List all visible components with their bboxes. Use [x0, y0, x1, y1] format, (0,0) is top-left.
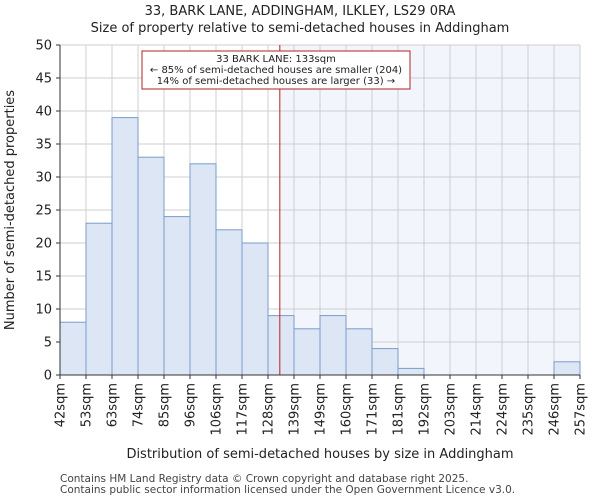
chart-subtitle: Size of property relative to semi-detach…: [90, 21, 510, 36]
x-tick-label: 85sqm: [158, 383, 173, 427]
histogram-bar: [553, 361, 581, 376]
y-tick-label: 10: [35, 303, 52, 318]
x-tick-label: 106sqm: [210, 383, 225, 436]
annotation-text-2: ← 85% of semi-detached houses are smalle…: [150, 65, 402, 76]
x-tick-label: 117sqm: [236, 383, 251, 436]
footer-copyright: Contains HM Land Registry data © Crown c…: [60, 473, 469, 485]
x-tick-label: 171sqm: [366, 383, 381, 436]
x-tick-label: 74sqm: [132, 383, 147, 427]
chart-title: 33, BARK LANE, ADDINGHAM, ILKLEY, LS29 0…: [144, 4, 456, 19]
x-tick-label: 139sqm: [288, 383, 303, 436]
x-axis-title: Distribution of semi-detached houses by …: [126, 447, 513, 462]
y-tick-label: 30: [35, 171, 52, 186]
x-tick-label: 203sqm: [444, 383, 459, 436]
x-tick-label: 149sqm: [314, 383, 329, 436]
y-tick-label: 25: [35, 204, 52, 219]
histogram-bar: [293, 328, 321, 376]
x-tick-label: 257sqm: [574, 383, 589, 436]
footer-licence: Contains public sector information licen…: [60, 484, 516, 496]
x-tick-label: 96sqm: [184, 383, 199, 427]
y-axis-title: Number of semi-detached properties: [3, 90, 18, 330]
y-tick-label: 0: [44, 369, 52, 384]
histogram-bar: [345, 328, 373, 376]
histogram-bar: [241, 242, 269, 376]
histogram-bar: [85, 222, 113, 376]
histogram-bar: [111, 117, 139, 376]
x-tick-label: 192sqm: [418, 383, 433, 436]
x-tick-label: 128sqm: [262, 383, 277, 436]
x-tick-label: 235sqm: [522, 383, 537, 436]
histogram-bar: [267, 315, 295, 376]
x-tick-label: 53sqm: [80, 383, 95, 427]
histogram-bar: [319, 315, 347, 376]
histogram-bar: [397, 367, 425, 376]
histogram-bar: [371, 348, 399, 376]
annotation-box: [141, 50, 411, 90]
x-tick-label: 224sqm: [496, 383, 511, 436]
y-tick-label: 50: [35, 39, 52, 54]
annotation-text-1: 33 BARK LANE: 133sqm: [216, 54, 336, 65]
x-tick-label: 214sqm: [470, 383, 485, 436]
histogram-bar: [59, 321, 87, 376]
histogram-bar: [137, 156, 165, 376]
y-tick-label: 35: [35, 138, 52, 153]
y-tick-label: 45: [35, 72, 52, 87]
x-tick-label: 160sqm: [340, 383, 355, 436]
x-tick-label: 63sqm: [106, 383, 121, 427]
annotation-text-3: 14% of semi-detached houses are larger (…: [157, 76, 395, 87]
histogram-bar: [215, 229, 243, 376]
y-tick-label: 20: [35, 237, 52, 252]
histogram-bar: [189, 163, 217, 376]
x-tick-label: 42sqm: [54, 383, 69, 427]
y-tick-label: 5: [44, 336, 52, 351]
y-tick-label: 15: [35, 270, 52, 285]
histogram-bar: [163, 216, 191, 376]
y-tick-label: 40: [35, 105, 52, 120]
x-tick-label: 181sqm: [392, 383, 407, 436]
x-tick-label: 246sqm: [548, 383, 563, 436]
